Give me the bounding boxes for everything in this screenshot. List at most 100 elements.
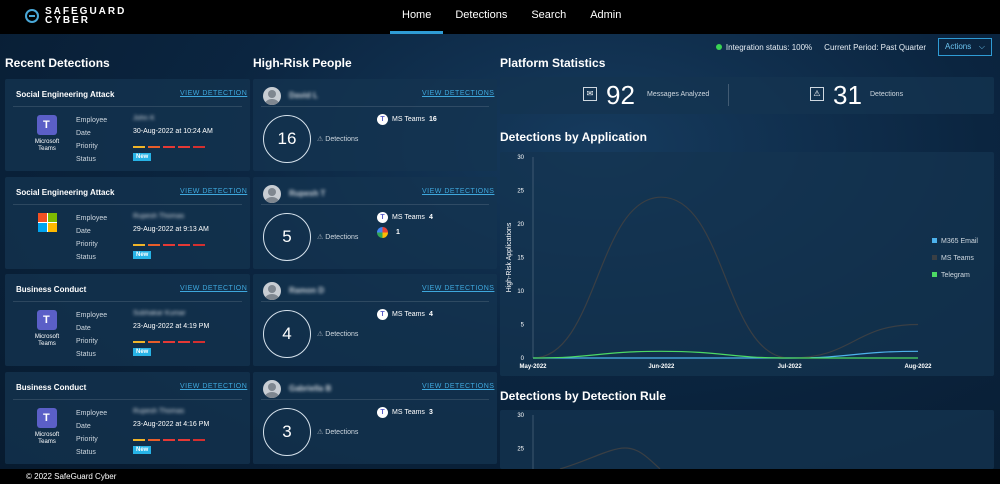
detection-card: Social Engineering Attack VIEW DETECTION… [5,177,250,269]
view-detections-link[interactable]: VIEW DETECTIONS [422,188,495,195]
app-name: Microsoft Teams [34,139,60,152]
app-count-value: 16 [428,116,437,123]
person-app-count: T MS Teams 4 [377,212,433,223]
app-count-value: 4 [428,311,433,318]
x-tick-label: Jun-2022 [648,364,675,370]
status-label: Status [76,449,96,456]
y-tick-label: 30 [517,155,524,161]
view-detection-link[interactable]: VIEW DETECTION [180,188,248,195]
detection-title: Business Conduct [16,383,87,392]
actions-dropdown[interactable]: Actions ⌵ [938,38,992,56]
priority-bar [133,146,205,148]
date-label: Date [76,228,91,235]
date-label: Date [76,423,91,430]
detection-app [27,213,67,236]
person-card: Rupesh T VIEW DETECTIONS 5 ⚠ Detections T… [253,177,497,269]
person-app-count: T MS Teams 4 [377,309,433,320]
status-label: Status [76,351,96,358]
detection-card: Business Conduct VIEW DETECTION Microsof… [5,372,250,464]
person-card: Gabriella B VIEW DETECTIONS 3 ⚠ Detection… [253,372,497,464]
detections-caption: ⚠ Detections [317,136,359,143]
person-app-count: T MS Teams 16 [377,114,437,125]
employee-label: Employee [76,312,108,319]
platform-stats-card [500,77,994,114]
nav-home[interactable]: Home [390,0,444,34]
legend-label: MS Teams [941,255,974,262]
app-label: MS Teams [392,311,425,318]
date-label: Date [76,130,91,137]
detection-title: Business Conduct [16,285,87,294]
logo[interactable]: SAFEGUARD CYBER [25,6,127,26]
view-detections-link[interactable]: VIEW DETECTIONS [422,383,495,390]
legend-swatch [932,272,937,277]
view-detections-link[interactable]: VIEW DETECTIONS [422,285,495,292]
view-detection-link[interactable]: VIEW DETECTION [180,383,248,390]
status-badge: New [133,153,152,161]
nav-admin[interactable]: Admin [590,9,622,21]
detections-by-rule-title: Detections by Detection Rule [500,389,667,403]
logo-line2: CYBER [45,15,91,26]
y-tick-label: 25 [517,189,524,195]
person-name: Rupesh T [289,189,326,198]
priority-bar [133,244,205,246]
warning-icon: ⚠ [317,331,324,338]
nav-detections[interactable]: Detections [455,9,508,21]
x-tick-label: Jul-2022 [778,364,803,370]
series-line-m365-email [533,350,919,359]
detection-count-circle: 5 [263,213,311,261]
y-tick-label: 25 [517,447,524,453]
x-tick-label: May-2022 [519,364,547,370]
y-tick-label: 5 [521,323,525,329]
teams-icon: T [377,114,388,125]
y-tick-label: 15 [517,256,524,262]
divider [261,399,489,400]
legend-label: M365 Email [941,238,978,245]
status-badge: New [133,446,152,454]
view-detection-link[interactable]: VIEW DETECTION [180,285,248,292]
detections-value: 31 [833,80,862,110]
detection-app: Microsoft Teams [27,310,67,348]
microsoft-icon [37,213,57,232]
status-dot-icon [715,43,722,50]
safeguard-logo-icon [25,9,39,23]
date-label: Date [76,325,91,332]
employee-label: Employee [76,117,108,124]
legend-swatch [932,255,937,260]
stats-divider [728,84,729,106]
detection-date: 23-Aug-2022 at 4:19 PM [133,323,210,330]
employee-name: Rupesh Thomas [133,408,185,415]
detection-count-circle: 16 [263,115,311,163]
person-name: Gabriella B [289,384,332,393]
footer: © 2022 SafeGuard Cyber [0,469,1000,484]
nav-search[interactable]: Search [531,9,567,21]
view-detections-link[interactable]: VIEW DETECTIONS [422,90,495,97]
detection-date: 29-Aug-2022 at 9:13 AM [133,226,209,233]
detection-title: Social Engineering Attack [16,90,115,99]
detection-card: Business Conduct VIEW DETECTION Microsof… [5,274,250,366]
main-nav: Home Detections Search Admin [390,0,633,34]
view-detection-link[interactable]: VIEW DETECTION [180,90,248,97]
app-name: Microsoft Teams [34,432,60,445]
priority-bar [133,341,205,343]
warning-icon: ⚠ [317,136,324,143]
detections-caption: ⚠ Detections [317,429,359,436]
detections-by-rule-card: 25 30 [500,410,994,470]
actions-label: Actions [945,42,972,51]
person-name: David L [289,91,318,100]
y-axis-label: High-Risk Applications [506,222,513,292]
status-badge: New [133,348,152,356]
y-tick-label: 10 [517,289,524,295]
detections-by-application-card: 0 5 10 15 20 25 30 May-2022 Jun-2022 Jul-2022 Aug-… [500,152,994,376]
logo-line1: SAFEGUARD [45,6,127,17]
priority-label: Priority [76,143,98,150]
y-tick-label: 0 [521,356,525,362]
priority-label: Priority [76,241,98,248]
status-label: Status [76,254,96,261]
detections-by-rule-chart: 25 30 [517,413,661,470]
detection-count-circle: 3 [263,408,311,456]
series-line-ms-teams [532,196,919,359]
detection-card: Social Engineering Attack VIEW DETECTION… [5,79,250,171]
status-bar: Integration status: 100% Current Period:… [715,38,992,56]
divider [261,301,489,302]
detection-app: Microsoft Teams [27,408,67,446]
